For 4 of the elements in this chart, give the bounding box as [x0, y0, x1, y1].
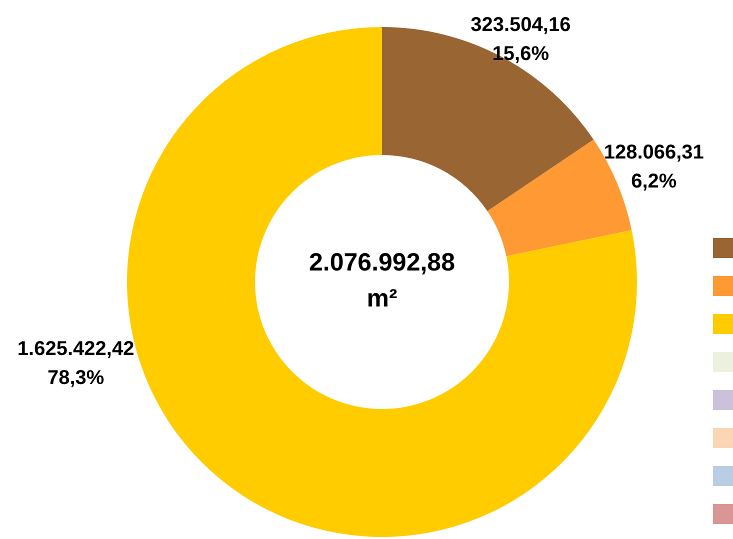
data-label: 1.625.422,42 78,3% [17, 338, 134, 389]
data-label: 323.504,16 15,6% [470, 14, 571, 65]
text: 2.076.992,88 m² [309, 248, 456, 313]
data-label: 128.066,31 6,2% [604, 141, 704, 192]
